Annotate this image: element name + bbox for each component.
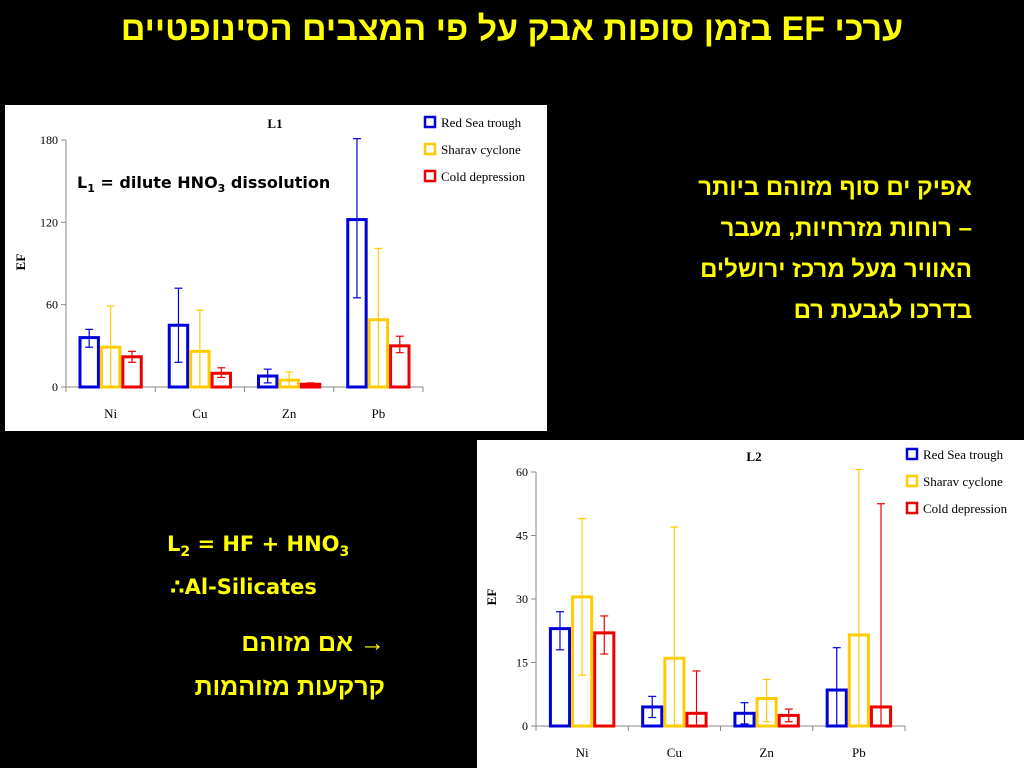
l1-legend-label: Red Sea trough (441, 115, 522, 130)
l1-legend-swatch (423, 169, 437, 183)
l1-legend-swatch (423, 115, 437, 129)
l1-chart-title: L1 (267, 116, 282, 131)
l1-category-label: Pb (372, 406, 386, 421)
right-text-line-2: – רוחות מזרחיות, מעבר (720, 215, 972, 242)
chart-l2-panel: L2 EF 0 15 30 45 60 Ni Cu Zn Pb Red Sea trough Shara… (477, 440, 1024, 768)
l2-note-prefix: L (167, 532, 181, 556)
l1-legend-label: Sharav cyclone (441, 142, 521, 157)
l2-note-sub2: 3 (339, 544, 350, 561)
l2-category-label: Cu (667, 745, 683, 760)
l2-legend-label: Cold depression (923, 501, 1008, 516)
arrow-text: → אם מזוהם (241, 629, 385, 657)
chart-l1-panel: L1 EF 0 60 120 180 Ni Cu Zn Pb Red Sea trough Shara… (5, 105, 547, 431)
right-text-line-3: האוויר מעל מרכז ירושלים (700, 256, 972, 283)
l1-y-tick-label: 180 (40, 133, 58, 147)
l1-y-tick-label: 60 (46, 298, 58, 312)
l1-note-sub2: 3 (217, 182, 226, 196)
l2-legend-swatch (905, 447, 919, 461)
l2-y-axis-label: EF (484, 589, 499, 606)
l2-legend-swatch (905, 501, 919, 515)
l2-y-tick-label: 0 (522, 719, 528, 733)
soils-text: קרקעות מזוהמות (194, 673, 385, 701)
l2-note-mid: = HF + HNO (190, 532, 340, 556)
l1-legend-label: Cold depression (441, 169, 526, 184)
chart-l2: L2 EF 0 15 30 45 60 Ni Cu Zn Pb Red Sea trough Shara… (484, 447, 1008, 760)
l1-category-label: Cu (192, 406, 208, 421)
l2-legend-swatch (905, 474, 919, 488)
l1-y-axis-label: EF (13, 254, 28, 271)
l1-y-tick-label: 0 (52, 380, 58, 394)
l2-y-tick-label: 30 (516, 592, 528, 606)
l2-legend-label: Red Sea trough (923, 447, 1004, 462)
l2-note-sub: 2 (180, 544, 191, 561)
right-text-line-1: אפיק ים סוף מזוהם ביותר (698, 174, 972, 201)
l2-y-tick-label: 15 (516, 656, 528, 670)
l2-y-tick-label: 45 (516, 529, 528, 543)
l2-category-label: Ni (576, 745, 589, 760)
l2-y-tick-label: 60 (516, 465, 528, 479)
l2-category-label: Pb (852, 745, 866, 760)
l1-note-sub: 1 (87, 182, 95, 196)
l1-category-label: Ni (104, 406, 117, 421)
therefore-text: ∴Al-Silicates (170, 575, 317, 599)
l2-legend-label: Sharav cyclone (923, 474, 1003, 489)
l2-chart-title: L2 (746, 449, 761, 464)
l1-legend-swatch (423, 142, 437, 156)
l1-note-suffix: dissolution (225, 173, 331, 192)
l1-method-note: L1 = dilute HNO3 dissolution (77, 173, 330, 195)
chart-l1: L1 EF 0 60 120 180 Ni Cu Zn Pb Red Sea trough Shara… (13, 115, 526, 421)
l2-category-label: Zn (759, 745, 774, 760)
l1-category-label: Zn (282, 406, 297, 421)
l1-y-tick-label: 120 (40, 215, 58, 229)
l1-note-mid: = dilute HNO (94, 173, 218, 192)
right-text-block: אפיק ים סוף מזוהם ביותר – רוחות מזרחיות,… (552, 167, 972, 331)
slide-title: ערכי EF בזמן סופות אבק על פי המצבים הסינ… (120, 10, 904, 48)
right-text-line-4: בדרכו לגבעת רם (793, 297, 972, 324)
l1-note-prefix: L (77, 173, 88, 192)
l2-method-note: L2 = HF + HNO3 (167, 532, 349, 560)
